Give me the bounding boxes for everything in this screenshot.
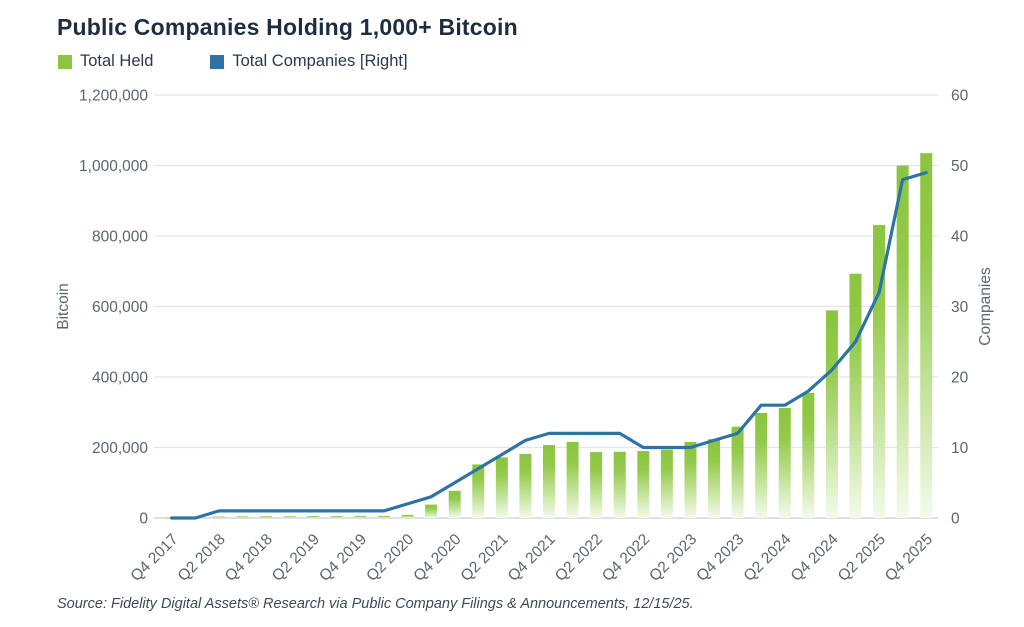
- left-axis-tick-label: 200,000: [92, 440, 148, 457]
- bar-q2-2018: [212, 516, 225, 518]
- bar-q1-2022: [566, 441, 579, 518]
- x-axis-tick-label: Q4 2022: [599, 531, 653, 585]
- right-axis-tick-label: 60: [951, 88, 969, 105]
- bar-q2-2024: [778, 408, 791, 518]
- bar-q4-2024: [825, 310, 838, 518]
- bar-q4-2018: [260, 516, 273, 518]
- bar-q4-2022: [637, 451, 650, 518]
- bar-q2-2022: [590, 452, 603, 518]
- bar-q1-2023: [660, 449, 673, 518]
- legend-item-total-held: Total Held: [58, 52, 153, 71]
- right-axis-tick-label: 40: [951, 229, 969, 246]
- bar-q2-2019: [307, 516, 320, 518]
- x-axis-tick-label: Q2 2020: [363, 531, 417, 585]
- x-axis-tick-label: Q2 2019: [269, 531, 323, 585]
- x-axis-tick-label: Q2 2025: [835, 531, 889, 585]
- left-axis-title: Bitcoin: [55, 283, 72, 330]
- right-axis-tick-label: 10: [951, 440, 969, 457]
- x-axis-tick-label: Q2 2021: [458, 531, 512, 585]
- bar-q3-2024: [802, 392, 815, 518]
- left-axis-tick-label: 0: [139, 511, 148, 528]
- bar-q1-2024: [755, 412, 768, 518]
- total-companies-polyline: [170, 171, 928, 520]
- x-axis-tick-label: Q4 2020: [410, 531, 464, 585]
- bar-q1-2021: [472, 464, 485, 518]
- bar-q2-2023: [684, 441, 697, 518]
- page-title: Public Companies Holding 1,000+ Bitcoin: [57, 14, 518, 40]
- left-axis-tick-label: 1,000,000: [79, 158, 148, 175]
- total-companies-line: [170, 171, 928, 520]
- bar-q4-2021: [543, 445, 555, 518]
- x-axis-tick-label: Q4 2024: [788, 531, 842, 585]
- right-axis-title: Companies: [977, 267, 994, 346]
- x-axis-tick-label: Q4 2017: [128, 531, 182, 585]
- bar-q2-2020: [401, 514, 414, 518]
- right-axis-tick-label: 50: [951, 158, 969, 175]
- bar-q4-2019: [354, 515, 367, 518]
- bar-q3-2022: [613, 451, 626, 518]
- x-axis-tick-label: Q4 2025: [882, 531, 936, 585]
- x-axis-tick-label: Q2 2022: [552, 531, 606, 585]
- bar-q1-2020: [377, 515, 390, 518]
- x-axis-tick-label: Q4 2018: [222, 531, 276, 585]
- bar-q3-2018: [236, 516, 249, 518]
- bar-q3-2023: [708, 439, 721, 518]
- legend-label-total-held: Total Held: [80, 52, 154, 70]
- chart-legend: Total Held Total Companies [Right]: [58, 52, 465, 71]
- x-axis-tick-label: Q4 2019: [316, 531, 370, 585]
- left-axis-tick-label: 1,200,000: [79, 88, 148, 105]
- legend-label-total-companies: Total Companies [Right]: [232, 52, 408, 70]
- right-axis-tick-label: 0: [951, 511, 960, 528]
- left-axis-tick-label: 800,000: [92, 229, 148, 246]
- total-held-swatch-icon: [58, 54, 72, 69]
- bar-q3-2025: [896, 165, 909, 518]
- x-axis-tick-label: Q2 2024: [741, 531, 795, 585]
- bar-q1-2025: [849, 273, 862, 518]
- total-held-bars: [165, 153, 933, 518]
- x-axis-tick-label: Q4 2023: [693, 531, 747, 585]
- x-axis-tick-label: Q4 2021: [505, 531, 559, 585]
- x-axis-tick-label: Q2 2018: [175, 531, 229, 585]
- bar-q2-2021: [495, 457, 508, 518]
- bar-q4-2023: [731, 426, 744, 518]
- left-axis-tick-label: 400,000: [92, 370, 148, 387]
- right-axis-tick-label: 20: [951, 370, 969, 387]
- total-companies-swatch-icon: [210, 54, 225, 69]
- bar-q3-2021: [519, 453, 532, 518]
- bar-q4-2020: [448, 490, 461, 518]
- bar-q1-2019: [283, 516, 296, 518]
- legend-item-total-companies: Total Companies [Right]: [210, 52, 408, 71]
- bar-q3-2019: [330, 516, 343, 518]
- bar-q3-2020: [425, 504, 438, 518]
- source-note: Source: Fidelity Digital Assets® Researc…: [57, 596, 694, 612]
- bar-q4-2025: [920, 153, 933, 518]
- x-axis-tick-label: Q2 2023: [646, 531, 700, 585]
- left-axis-tick-label: 600,000: [92, 299, 148, 316]
- right-axis-tick-label: 30: [951, 299, 969, 316]
